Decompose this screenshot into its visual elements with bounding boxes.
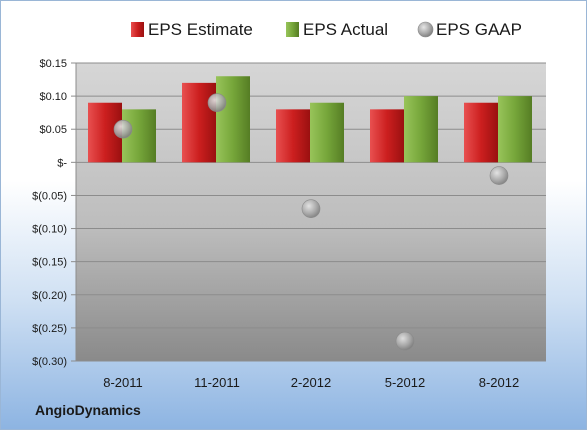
x-tick-label: 8-2012 [479,375,519,390]
y-tick-label: $0.10 [39,91,67,103]
legend-swatch [131,22,144,37]
y-tick-label: $0.15 [39,58,67,70]
legend-label: EPS Actual [303,20,388,39]
marker-eps-gaap [489,166,509,185]
x-tick-label: 8-2011 [103,375,143,390]
y-tick-label: $- [57,157,67,169]
legend-swatch [417,21,434,38]
x-tick-label: 11-2011 [194,375,240,390]
bar-eps-actual [404,96,438,163]
y-tick-label: $(0.25) [32,323,67,335]
bar-eps-estimate [464,102,498,163]
y-tick-label: $(0.30) [32,356,67,368]
y-tick-label: $0.05 [39,124,67,136]
marker-eps-gaap [301,199,321,218]
bar-eps-actual [310,102,344,163]
company-name: AngioDynamics [35,402,141,418]
y-tick-label: $(0.05) [32,190,67,202]
marker-eps-gaap [113,119,133,139]
bar-eps-estimate [276,109,310,163]
bar-eps-estimate [370,109,404,163]
bar-eps-estimate [182,82,216,163]
marker-eps-gaap [395,331,415,351]
y-tick-label: $(0.10) [32,224,67,236]
x-tick-label: 2-2012 [291,375,331,390]
legend-swatch [286,22,299,37]
bar-eps-actual [216,76,250,163]
bar-eps-actual [498,96,532,163]
y-tick-label: $(0.15) [32,257,67,269]
marker-eps-gaap [207,93,227,113]
y-tick-label: $(0.20) [32,290,67,302]
legend-label: EPS GAAP [436,20,522,39]
legend-label: EPS Estimate [148,20,253,39]
x-tick-label: 5-2012 [385,375,425,390]
